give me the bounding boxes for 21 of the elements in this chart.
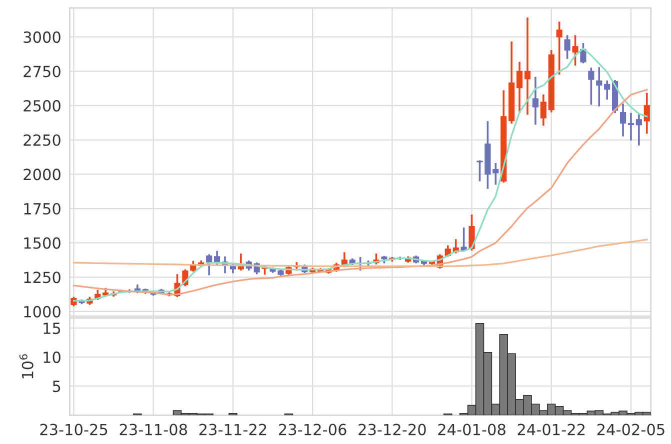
y-tick-label: 2250 <box>24 134 60 146</box>
x-tick-label: 24-01-08 <box>438 424 506 436</box>
x-tick-label: 24-02-05 <box>597 424 664 436</box>
y-tick-label: 1500 <box>24 237 60 249</box>
x-tick-label: 23-11-22 <box>199 424 266 436</box>
y-axis-title: 10$^{6}$ <box>19 354 34 378</box>
x-tick-label: 23-11-08 <box>120 424 187 436</box>
y-tick-label: 1250 <box>24 272 60 284</box>
y-tick-label: 1000 <box>24 306 60 318</box>
y-tick-label: 2500 <box>24 100 60 112</box>
x-tick-label: 23-12-06 <box>279 424 346 436</box>
x-tick-label: 23-10-25 <box>40 424 108 436</box>
y-tick-label: 3000 <box>24 31 60 43</box>
y-tick-label: 1750 <box>24 202 60 215</box>
y-tick-label: 5 <box>52 380 60 392</box>
y-tick-label: 2000 <box>24 168 60 180</box>
y-tick-label: 10 <box>44 352 60 364</box>
y-tick-label: 2750 <box>24 66 60 78</box>
x-tick-label: 23-12-20 <box>358 424 426 436</box>
y-tick-label: 15 <box>44 322 60 334</box>
x-tick-label: 24-01-22 <box>518 424 585 436</box>
